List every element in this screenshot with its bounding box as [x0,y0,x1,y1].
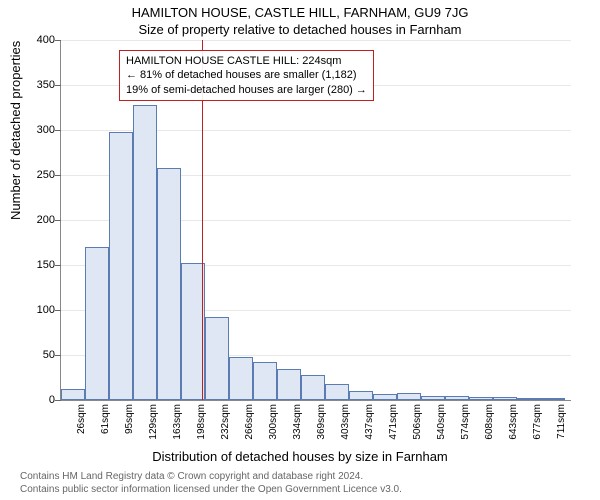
credits: Contains HM Land Registry data © Crown c… [20,471,402,496]
histogram-bar [349,391,373,400]
histogram-bar [493,397,517,400]
x-tick-label: 232sqm [220,404,231,448]
y-tick [55,175,61,176]
x-tick-label: 266sqm [244,404,255,448]
histogram-bar [421,396,445,400]
annotation-line3: 19% of semi-detached houses are larger (… [126,83,367,97]
y-tick [55,85,61,86]
histogram-bar [229,357,253,400]
histogram-bar [133,105,157,400]
y-tick-label: 200 [15,214,55,226]
x-tick-label: 334sqm [292,404,303,448]
histogram-bar [325,384,349,400]
credits-line1: Contains HM Land Registry data © Crown c… [20,471,402,484]
x-tick-label: 300sqm [268,404,279,448]
x-tick-label: 95sqm [124,404,135,448]
chart-title-line2: Size of property relative to detached ho… [0,22,600,37]
x-tick-label: 643sqm [508,404,519,448]
histogram-bar [205,317,229,400]
y-tick-label: 300 [15,124,55,136]
histogram-bar [85,247,109,400]
x-tick-label: 129sqm [148,404,159,448]
x-tick-label: 61sqm [100,404,111,448]
x-tick-label: 711sqm [556,404,567,448]
credits-line2: Contains public sector information licen… [20,484,402,497]
x-tick-label: 437sqm [364,404,375,448]
y-tick-label: 150 [15,259,55,271]
y-tick-label: 50 [15,349,55,361]
histogram-bar [61,389,85,400]
x-tick-label: 471sqm [388,404,399,448]
x-tick-label: 198sqm [196,404,207,448]
x-tick-label: 403sqm [340,404,351,448]
chart-plot-area: 05010015020025030035040026sqm61sqm95sqm1… [60,40,571,401]
y-tick [55,310,61,311]
histogram-bar [373,394,397,400]
x-axis-label: Distribution of detached houses by size … [0,449,600,464]
histogram-bar [397,393,421,400]
histogram-bar [157,168,181,400]
y-tick [55,130,61,131]
y-tick-label: 400 [15,34,55,46]
chart-title-line1: HAMILTON HOUSE, CASTLE HILL, FARNHAM, GU… [0,5,600,20]
y-tick-label: 250 [15,169,55,181]
y-tick [55,265,61,266]
x-tick-label: 540sqm [436,404,447,448]
annotation-box: HAMILTON HOUSE CASTLE HILL: 224sqm ← 81%… [119,50,374,101]
y-tick [55,220,61,221]
histogram-bar [277,369,301,400]
x-tick-label: 574sqm [460,404,471,448]
histogram-bar [445,396,469,401]
histogram-bar [517,398,541,400]
annotation-line1: HAMILTON HOUSE CASTLE HILL: 224sqm [126,54,367,68]
y-tick [55,40,61,41]
x-tick-label: 506sqm [412,404,423,448]
x-tick-label: 608sqm [484,404,495,448]
annotation-line2: ← 81% of detached houses are smaller (1,… [126,68,367,82]
y-tick [55,355,61,356]
x-tick-label: 26sqm [76,404,87,448]
y-tick-label: 0 [15,394,55,406]
x-tick-label: 369sqm [316,404,327,448]
y-tick-label: 350 [15,79,55,91]
histogram-bar [469,397,493,400]
histogram-bar [253,362,277,400]
histogram-bar [541,398,565,400]
histogram-bar [301,375,325,400]
histogram-bar [109,132,133,400]
y-tick-label: 100 [15,304,55,316]
y-gridline [61,40,571,41]
y-tick [55,400,61,401]
x-tick-label: 163sqm [172,404,183,448]
x-tick-label: 677sqm [532,404,543,448]
